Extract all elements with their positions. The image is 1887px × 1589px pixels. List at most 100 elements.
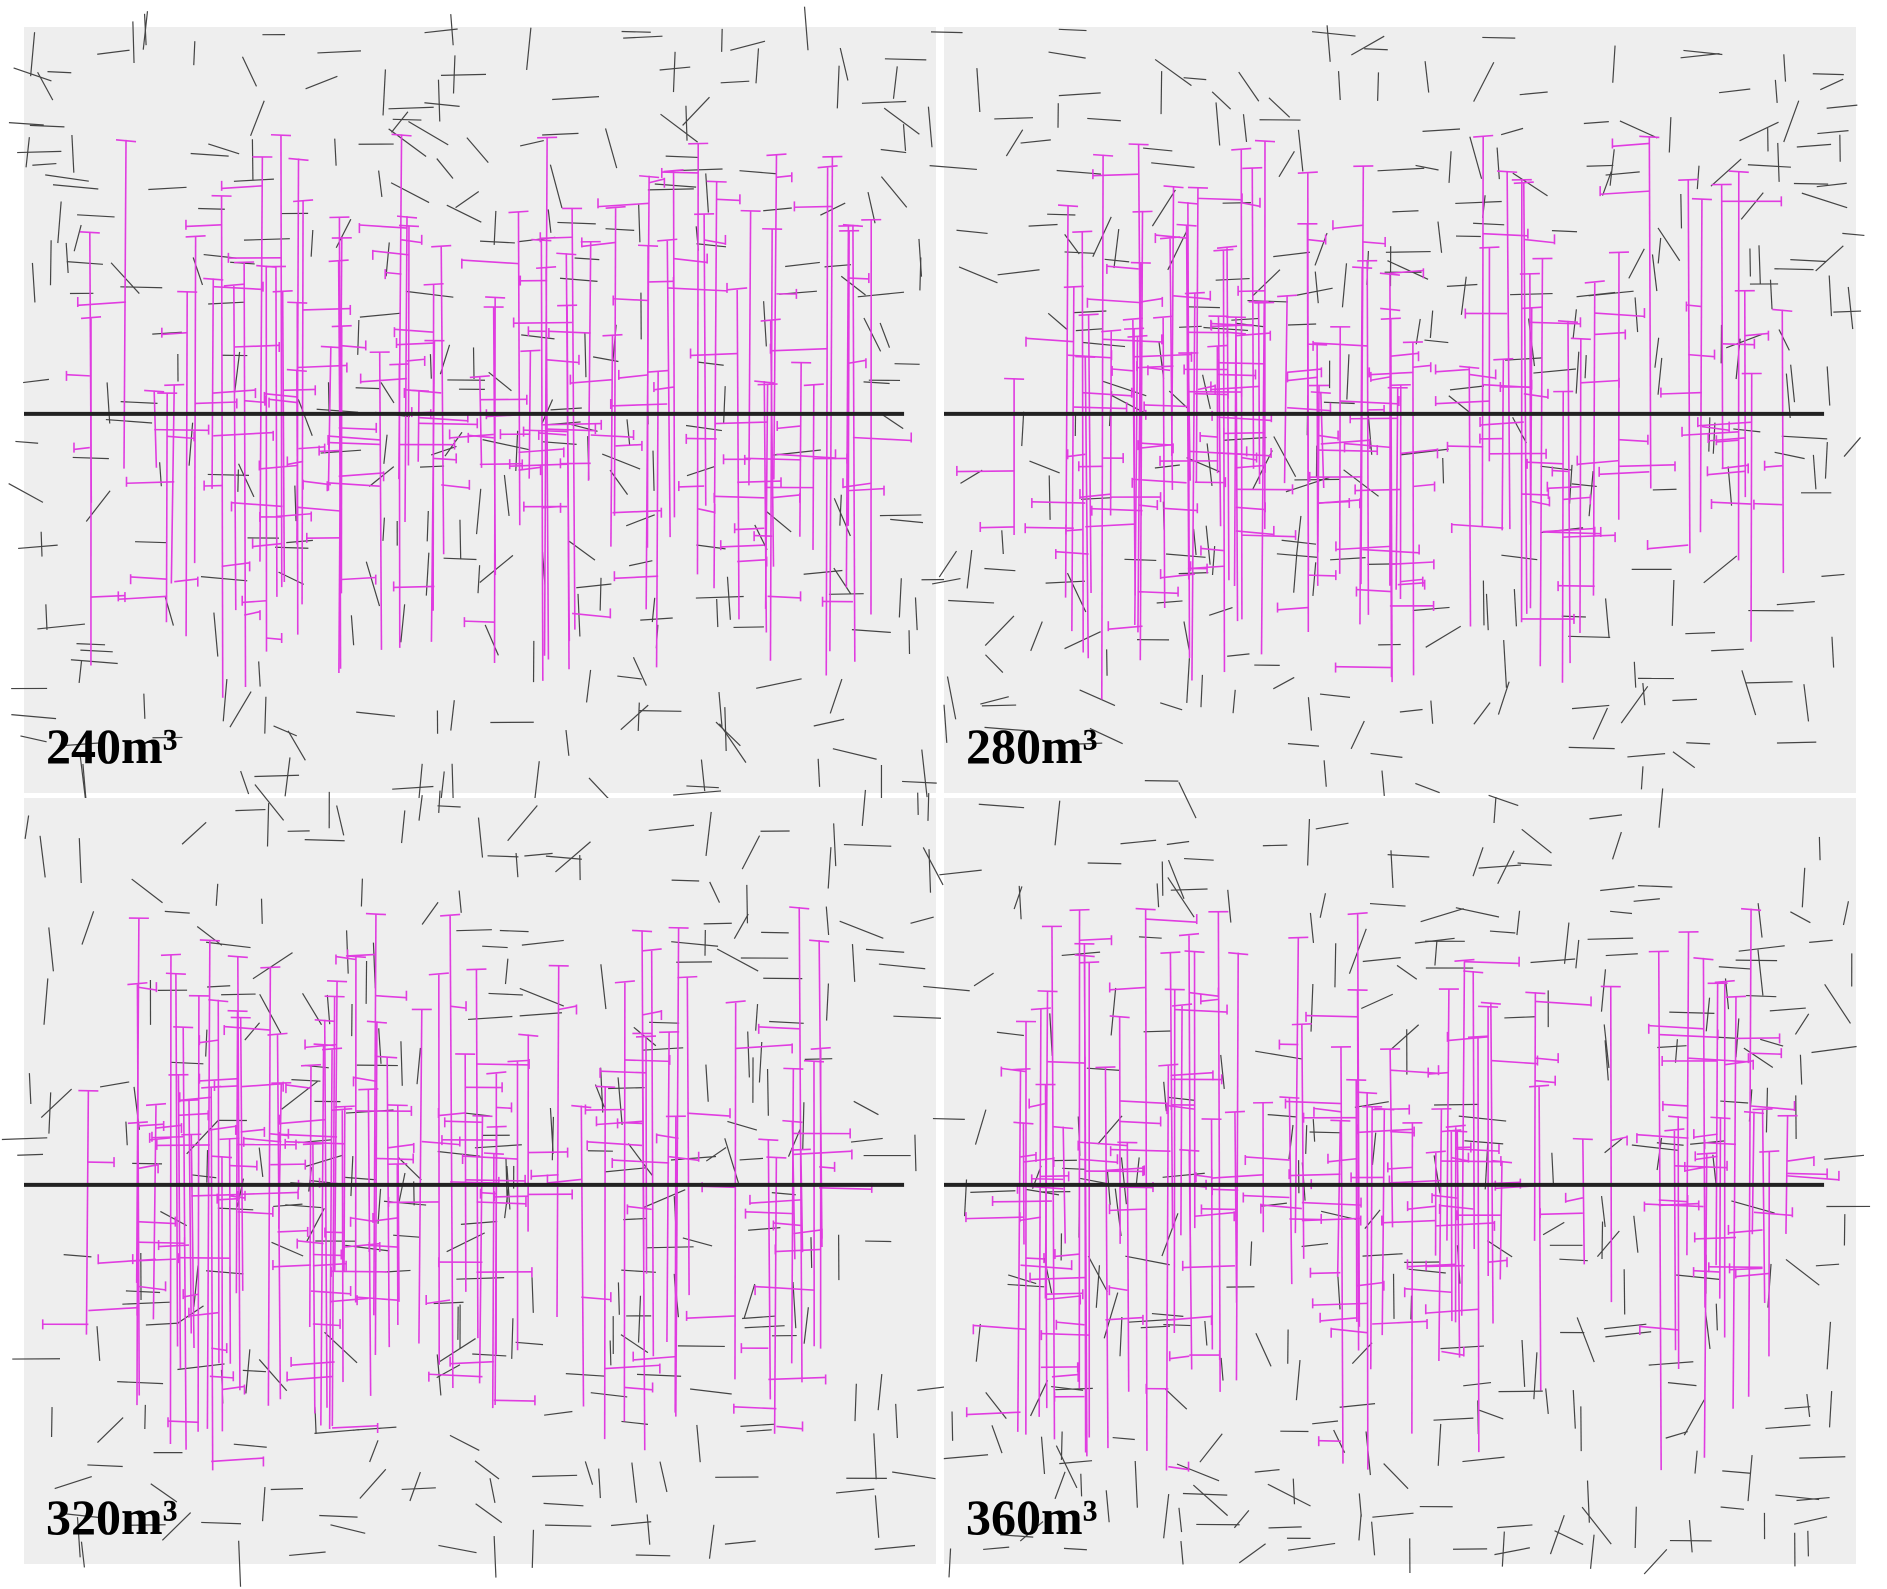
fracture-connector xyxy=(327,482,380,488)
fracture-connector xyxy=(302,480,331,486)
fracture-connector xyxy=(353,1076,378,1083)
natural-fracture xyxy=(1458,1115,1507,1122)
fracture-connector xyxy=(1636,1133,1689,1139)
fracture-connector xyxy=(137,1241,185,1245)
natural-fracture xyxy=(238,1540,242,1587)
fracture-tip xyxy=(485,296,506,299)
natural-fracture xyxy=(507,805,538,842)
natural-fracture xyxy=(1486,1240,1513,1258)
fracture-connector xyxy=(1045,1295,1081,1301)
natural-fracture xyxy=(1672,698,1697,702)
fracture-connector xyxy=(450,1360,494,1365)
fracture-connector xyxy=(98,1258,157,1264)
natural-fracture xyxy=(1672,751,1696,769)
natural-fracture xyxy=(1000,1534,1034,1538)
fracture-branch xyxy=(791,1120,796,1260)
fracture-branch xyxy=(1187,353,1191,481)
fracture-branch xyxy=(1702,957,1706,1308)
natural-fracture xyxy=(1605,953,1638,957)
fracture-branch xyxy=(1195,187,1199,482)
natural-fracture xyxy=(898,578,902,618)
fracture-branch xyxy=(210,1087,214,1471)
natural-fracture xyxy=(330,1524,366,1534)
fracture-branch xyxy=(378,352,383,650)
fracture-connector xyxy=(1531,500,1550,506)
natural-fracture xyxy=(1143,1030,1171,1033)
natural-fracture xyxy=(1054,800,1061,846)
fracture-branch xyxy=(763,381,768,633)
fracture-connector xyxy=(178,1112,209,1117)
natural-fracture xyxy=(1164,1388,1188,1410)
fracture-branch xyxy=(829,156,834,652)
fracture-connector xyxy=(209,1125,236,1131)
natural-fracture xyxy=(994,117,1034,120)
fracture-tip xyxy=(127,981,148,986)
natural-fracture xyxy=(874,1544,916,1550)
fracture-tip xyxy=(223,283,244,287)
fracture-branch xyxy=(1283,296,1288,484)
fracture-branch xyxy=(1235,952,1240,1381)
fracture-branch xyxy=(1316,344,1319,586)
fracture-connector xyxy=(773,1222,801,1227)
fracture-branch xyxy=(478,1115,484,1384)
fracture-connector xyxy=(852,436,912,442)
natural-fracture xyxy=(418,795,423,821)
natural-fracture xyxy=(659,1461,668,1493)
fracture-tip xyxy=(398,224,420,228)
fracture-tip xyxy=(1696,1152,1717,1155)
fracture-connector xyxy=(1112,368,1135,372)
natural-fracture xyxy=(450,700,455,731)
natural-fracture xyxy=(1776,741,1817,744)
natural-fracture xyxy=(1725,333,1762,349)
fracture-connector xyxy=(615,443,642,447)
fracture-branch xyxy=(1165,1065,1170,1471)
natural-fracture xyxy=(242,1369,267,1373)
fracture-tip xyxy=(272,290,293,293)
fracture-connector xyxy=(1138,442,1174,446)
fracture-connector xyxy=(332,1424,378,1429)
natural-fracture xyxy=(264,696,267,734)
fracture-connector xyxy=(401,239,422,244)
natural-fracture xyxy=(894,363,920,365)
fracture-branch xyxy=(773,155,778,480)
natural-fracture xyxy=(217,1207,254,1211)
natural-fractures xyxy=(1,784,952,1587)
natural-fracture xyxy=(853,1100,879,1116)
natural-fracture xyxy=(932,1117,965,1121)
fracture-tip xyxy=(648,369,669,373)
fracture-connector xyxy=(1194,392,1229,396)
fracture-connector xyxy=(1212,1188,1239,1192)
natural-fracture xyxy=(867,191,876,224)
fracture-branch xyxy=(1743,290,1747,498)
natural-fracture xyxy=(1826,1321,1832,1370)
natural-fracture xyxy=(1818,836,1821,861)
natural-fracture xyxy=(1089,727,1123,745)
fracture-branch xyxy=(798,906,803,1383)
natural-fracture xyxy=(555,841,591,873)
fracture-tip xyxy=(1521,306,1542,310)
natural-fracture xyxy=(1654,337,1660,368)
fracture-connector xyxy=(211,1457,264,1463)
fracture-connector xyxy=(770,494,800,499)
natural-fracture xyxy=(1120,839,1157,845)
natural-fracture xyxy=(152,331,182,335)
fracture-connector xyxy=(1169,1355,1190,1360)
fracture-connector xyxy=(426,1299,451,1305)
natural-fracture xyxy=(592,356,619,363)
natural-fracture xyxy=(482,439,529,451)
fracture-tip xyxy=(199,939,220,942)
fracture-branch xyxy=(1044,990,1049,1299)
natural-fracture xyxy=(1156,883,1160,908)
natural-fracture xyxy=(456,929,492,932)
natural-fracture xyxy=(1396,964,1418,980)
natural-fracture xyxy=(973,972,994,987)
fracture-branch xyxy=(1395,387,1399,590)
fracture-branch xyxy=(748,210,752,486)
fracture-branch xyxy=(1446,989,1450,1241)
fracture-branch xyxy=(645,1036,648,1274)
fracture-tip xyxy=(725,1000,746,1004)
fracture-connector xyxy=(648,178,665,184)
fracture-connector xyxy=(1051,1373,1079,1378)
natural-fracture xyxy=(1008,1274,1037,1285)
natural-fracture xyxy=(1676,1274,1720,1280)
